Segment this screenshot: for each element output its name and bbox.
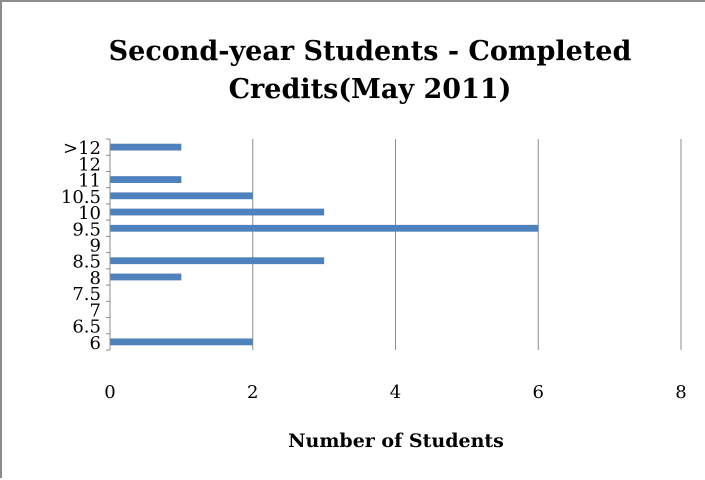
bar-9.5 <box>110 224 539 232</box>
y-tick-label: 8 <box>90 268 101 289</box>
x-tick-label: 4 <box>390 382 401 403</box>
bar-6 <box>110 338 253 346</box>
y-tick-label: 6 <box>90 333 101 354</box>
y-tick-label: 10.5 <box>61 187 101 208</box>
x-tick-label: 0 <box>104 382 115 403</box>
y-tick-label: 12 <box>78 154 101 175</box>
x-axis-title: Number of Students <box>288 430 504 452</box>
bar-10.5 <box>110 192 253 200</box>
bar-8 <box>110 273 182 281</box>
bar-8.5 <box>110 257 325 265</box>
gridlines <box>252 139 682 350</box>
y-tick-label: 7 <box>90 300 101 321</box>
axes <box>106 138 111 351</box>
x-tick-label: 6 <box>533 382 544 403</box>
bar->12 <box>110 143 182 151</box>
x-tick-labels: 0 2 4 6 8 <box>104 382 686 403</box>
bar-10 <box>110 208 325 216</box>
x-tick-label: 8 <box>675 382 686 403</box>
bar-11 <box>110 176 182 183</box>
x-tick-label: 2 <box>247 382 258 403</box>
y-tick-label: 11 <box>78 171 101 192</box>
bars <box>110 143 539 346</box>
chart-title-line-2: Credits(May 2011) <box>229 74 512 105</box>
y-tick-label: 9.5 <box>72 219 101 240</box>
y-tick-label: 10 <box>78 203 101 224</box>
y-tick-label: 8.5 <box>72 252 101 273</box>
y-tick-label: >12 <box>63 138 101 159</box>
y-tick-label: 9 <box>90 236 101 257</box>
chart-title-line-1: Second-year Students - Completed <box>109 36 632 67</box>
y-tick-label: 7.5 <box>72 284 101 305</box>
y-tick-label: 6.5 <box>72 317 101 338</box>
